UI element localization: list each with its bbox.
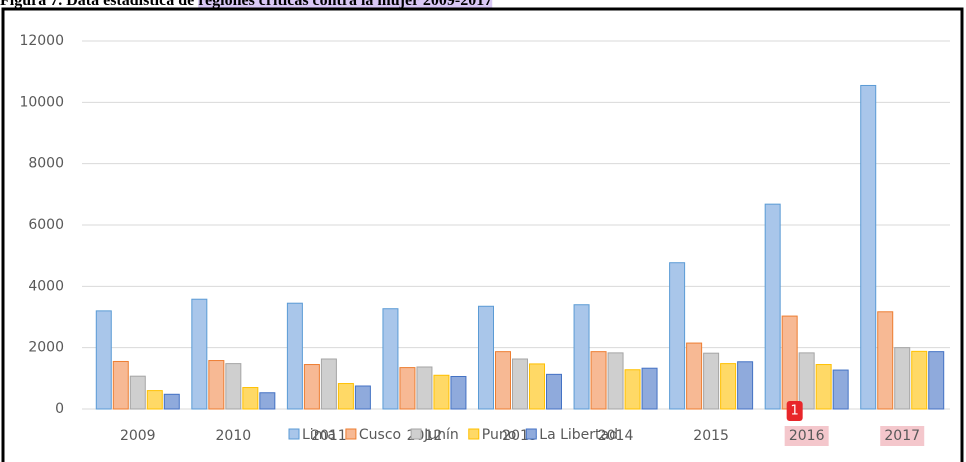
- legend-swatch: [525, 428, 537, 440]
- legend-label: Junín: [423, 427, 459, 443]
- bar: [191, 298, 208, 410]
- y-tick-label: 0: [55, 401, 64, 417]
- bar: [242, 387, 259, 410]
- bar: [337, 383, 354, 410]
- y-tick-label: 6000: [28, 217, 64, 233]
- bar: [95, 310, 112, 410]
- y-tick-label: 4000: [28, 278, 64, 294]
- bar: [208, 360, 225, 410]
- bar: [450, 375, 467, 410]
- y-tick-label: 2000: [28, 340, 64, 356]
- bar: [259, 392, 276, 410]
- category-highlight: [784, 426, 829, 446]
- bar: [590, 351, 607, 410]
- bar: [512, 358, 528, 410]
- bar: [894, 347, 911, 410]
- badge-label: 1: [791, 404, 799, 419]
- bar: [669, 262, 686, 410]
- y-tick-label: 12000: [19, 33, 64, 49]
- bar: [399, 367, 416, 410]
- x-tick-label: 2010: [216, 428, 252, 444]
- bar: [354, 385, 371, 410]
- x-tick-label: 2009: [120, 428, 156, 444]
- x-tick-label: 2016: [789, 428, 825, 444]
- caption: Figura 7. Data estadística de regiones c…: [0, 0, 492, 9]
- bar: [146, 390, 163, 410]
- y-tick-label: 10000: [19, 94, 64, 110]
- legend-swatch: [410, 428, 422, 440]
- bar: [928, 351, 945, 410]
- legend-swatch: [345, 428, 357, 440]
- notification-badge: [786, 401, 803, 421]
- legend-label: Lima: [302, 427, 336, 443]
- bar: [163, 393, 180, 410]
- x-tick-label: 2017: [884, 428, 920, 444]
- bar: [624, 369, 641, 410]
- bar: [529, 363, 545, 410]
- bar: [764, 203, 781, 410]
- bar: [815, 364, 832, 410]
- caption-highlight: [198, 0, 493, 8]
- bar: [495, 351, 511, 410]
- bar: [573, 304, 590, 410]
- bar: [382, 308, 399, 410]
- bar: [737, 361, 754, 410]
- bar: [546, 373, 562, 410]
- bar: [112, 360, 129, 410]
- bar: [860, 84, 877, 410]
- bar: [720, 363, 737, 410]
- bar: [478, 305, 494, 410]
- bar: [911, 350, 928, 410]
- bar: [286, 302, 303, 410]
- bar: [303, 364, 320, 410]
- x-tick-label: 2014: [598, 428, 634, 444]
- bar: [641, 367, 658, 410]
- bar: [877, 311, 894, 410]
- bar: [433, 374, 450, 410]
- bar: [416, 366, 433, 410]
- chart-frame: [1, 7, 964, 462]
- bar: [798, 352, 815, 410]
- legend-swatch: [468, 428, 480, 440]
- x-tick-label: 2011: [311, 428, 347, 444]
- x-tick-label: 2015: [693, 428, 729, 444]
- category-highlight: [880, 426, 925, 446]
- legend-label: Puno: [482, 427, 517, 443]
- legend-label: La Libertad: [539, 427, 618, 443]
- bar: [607, 352, 624, 410]
- bar: [225, 363, 242, 410]
- y-tick-label: 8000: [28, 156, 64, 172]
- legend-label: Cusco: [359, 427, 401, 443]
- legend-swatch: [288, 428, 300, 440]
- bar: [832, 369, 849, 410]
- bar: [703, 352, 720, 410]
- bar: [686, 342, 703, 410]
- bar: [129, 375, 146, 410]
- bar: [781, 315, 798, 410]
- bar: [320, 358, 337, 410]
